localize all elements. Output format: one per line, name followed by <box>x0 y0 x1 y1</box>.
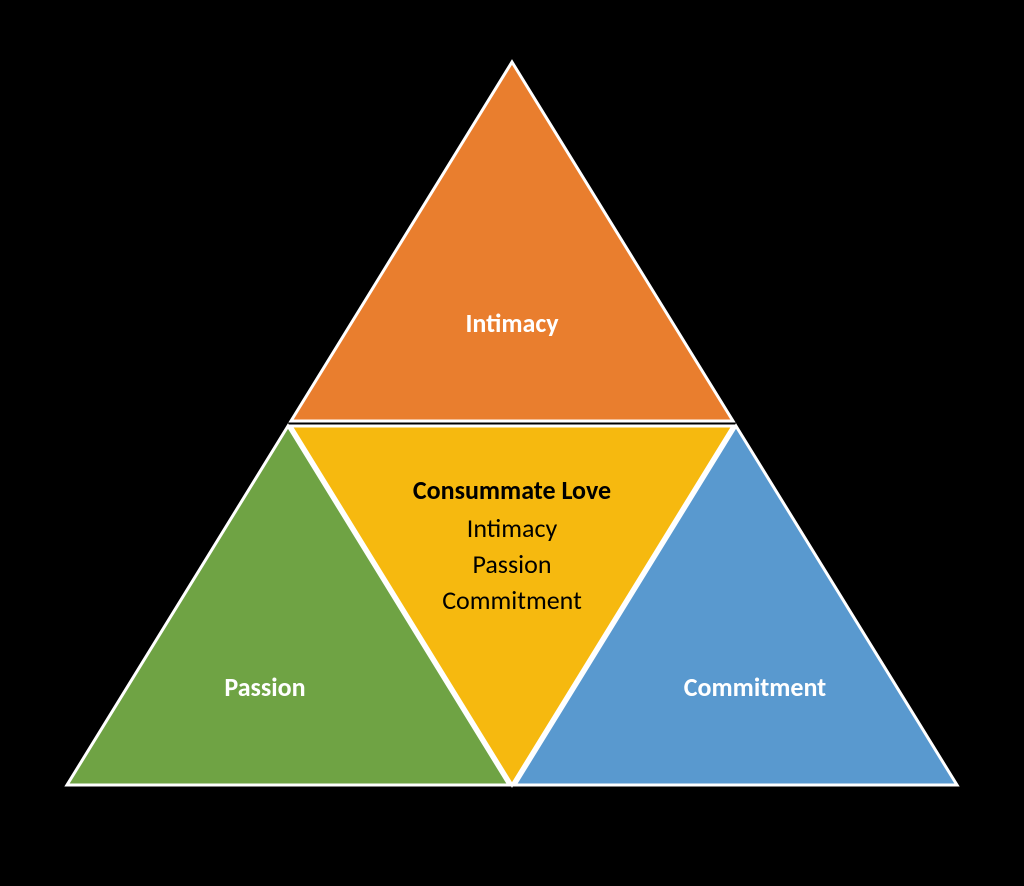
label-passion: Passion <box>115 671 415 703</box>
label-intimacy: Intimacy <box>0 307 1024 339</box>
triangle-top <box>291 62 733 421</box>
label-commitment: Commitment <box>605 671 905 703</box>
label-center-line-2: Commitment <box>0 584 1024 616</box>
label-center-line-0: Intimacy <box>0 512 1024 544</box>
label-center-line-1: Passion <box>0 548 1024 580</box>
label-center-title: Consummate Love <box>0 474 1024 506</box>
love-triangle-diagram: Intimacy Consummate Love Intimacy Passio… <box>0 0 1024 886</box>
triangle-svg <box>0 0 1024 886</box>
